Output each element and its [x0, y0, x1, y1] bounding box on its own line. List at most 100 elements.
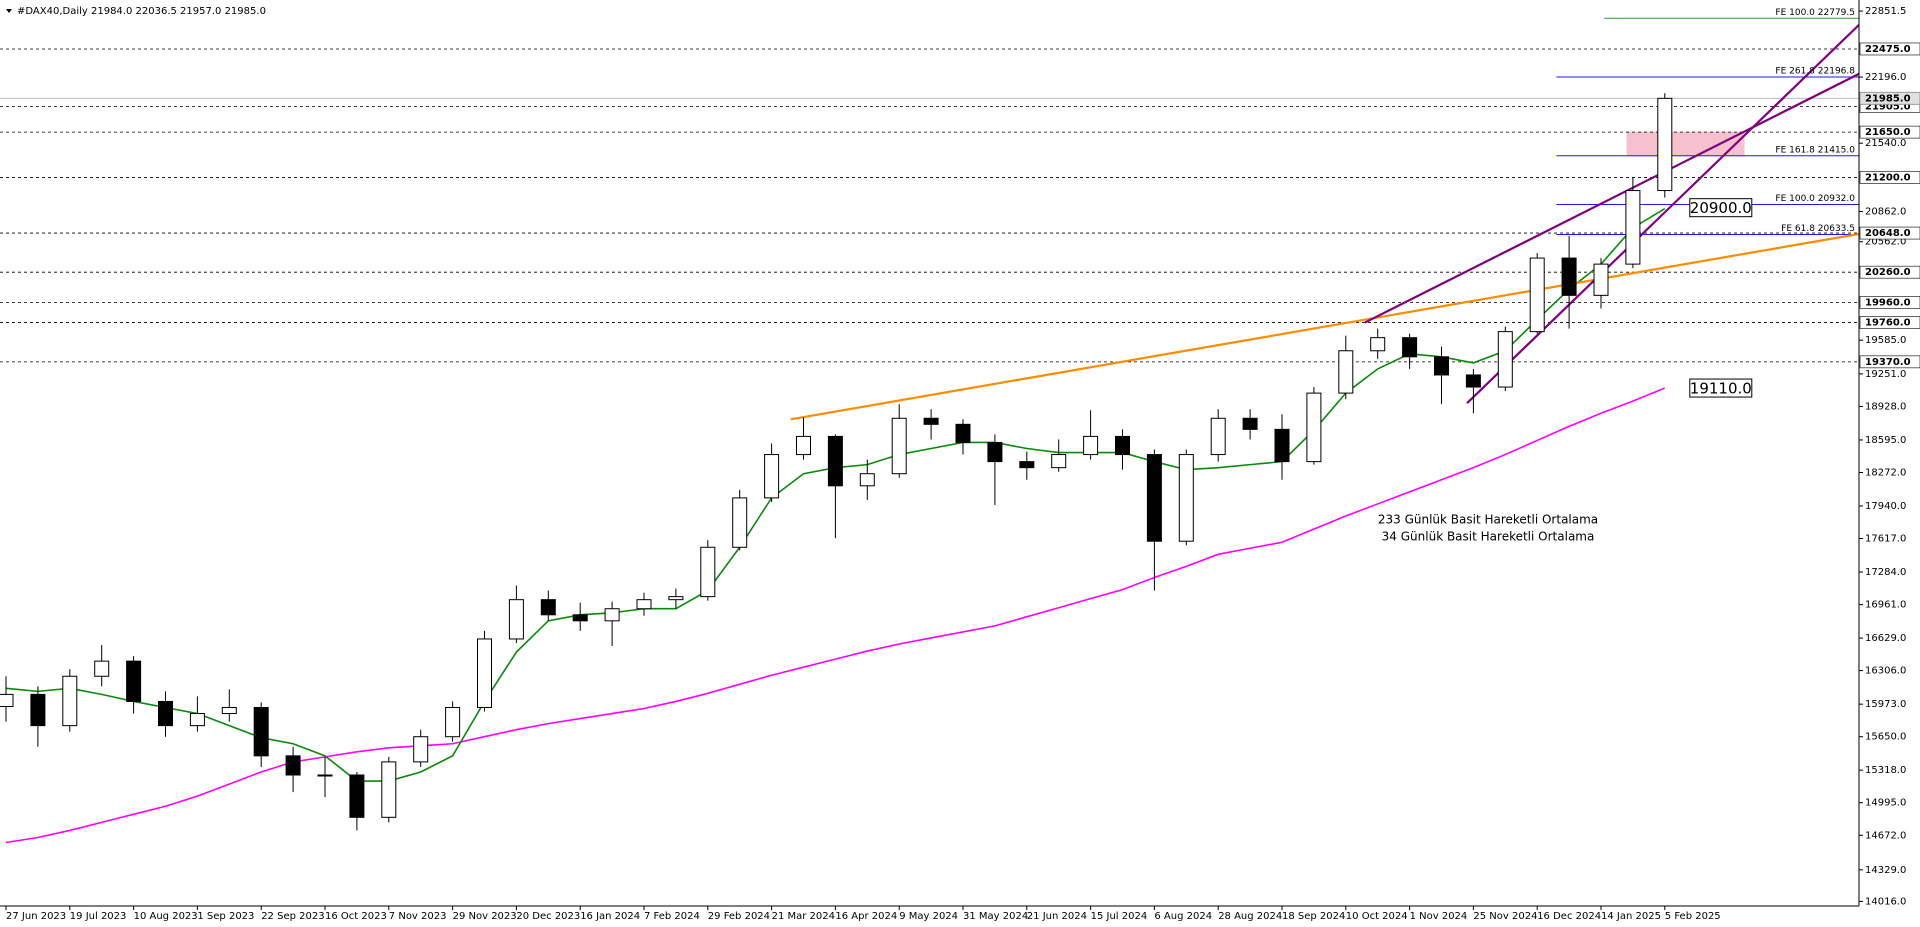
x-tick-label: 10 Aug 2023	[134, 911, 198, 922]
candle-body	[349, 774, 365, 818]
y-tick-label: 14995.0	[1865, 798, 1906, 809]
y-tick-label: 15318.0	[1865, 765, 1906, 776]
candle-body	[285, 755, 301, 776]
candle-body	[1083, 435, 1099, 456]
level-label: 19960.0	[1865, 297, 1911, 308]
trendline	[1364, 72, 1859, 324]
plot-area	[0, 17, 1859, 844]
x-tick-label: 21 Jun 2024	[1027, 911, 1087, 922]
level-label-box	[1859, 125, 1920, 139]
x-tick-label: 22 Sep 2023	[261, 911, 324, 922]
x-tick-label: 21 Mar 2024	[772, 911, 835, 922]
fib-label: FE 61.8 20633.5	[1781, 224, 1855, 234]
y-tick-label: 19585.0	[1865, 335, 1906, 346]
x-tick-label: 10 Oct 2024	[1346, 911, 1408, 922]
candle-body	[1210, 417, 1226, 456]
level-label-box	[1859, 355, 1920, 369]
y-tick-label: 20562.0	[1865, 237, 1906, 248]
annotation-box	[1689, 378, 1753, 398]
candle-body	[1370, 337, 1386, 352]
level-label-box	[1859, 42, 1920, 56]
chart-title: #DAX40,Daily 21984.0 22036.5 21957.0 219…	[17, 6, 266, 17]
candle-body	[0, 693, 14, 707]
candle-body	[62, 675, 78, 727]
x-tick-label: 1 Nov 2024	[1410, 911, 1468, 922]
fib-label: FE 100.0 20932.0	[1775, 194, 1855, 204]
candle-body	[1529, 257, 1545, 333]
y-tick-label: 16961.0	[1865, 600, 1906, 611]
x-tick-label: 18 Sep 2024	[1282, 911, 1345, 922]
candle-body	[126, 660, 142, 702]
fib-label: FE 261.8 22196.8	[1775, 67, 1855, 77]
last-price-label: 21985.0	[1865, 93, 1911, 104]
y-tick-label: 18928.0	[1865, 401, 1906, 412]
x-tick-label: 25 Nov 2024	[1473, 911, 1537, 922]
candle-body	[221, 706, 237, 715]
candle-body	[732, 497, 748, 548]
candle-body	[1051, 454, 1067, 469]
candle-body	[1306, 392, 1322, 463]
x-tick-label: 19 Jul 2023	[70, 911, 127, 922]
x-tick-label: 29 Feb 2024	[708, 911, 770, 922]
level-label: 20260.0	[1865, 267, 1911, 278]
candle-body	[1019, 461, 1035, 469]
candle-body	[636, 599, 652, 610]
y-tick-label: 15973.0	[1865, 699, 1906, 710]
y-tick-label: 17284.0	[1865, 567, 1906, 578]
candle-body	[1274, 428, 1290, 463]
candle-body	[1465, 374, 1481, 388]
candle-body	[1338, 350, 1354, 394]
y-tick-label: 21540.0	[1865, 138, 1906, 149]
legend-entry: 233 Günlük Basit Hareketli Ortalama	[1378, 513, 1598, 527]
last-price-box	[1859, 91, 1920, 105]
candle-body	[413, 736, 429, 763]
candle-body	[1242, 417, 1258, 430]
y-tick-label: 18595.0	[1865, 435, 1906, 446]
candle-body	[1561, 257, 1577, 296]
candle-body	[1146, 454, 1162, 542]
level-label: 21905.0	[1865, 101, 1911, 112]
candle-body	[1497, 331, 1513, 388]
candle-body	[604, 608, 620, 622]
y-tick-label: 14329.0	[1865, 865, 1906, 876]
x-tick-label: 14 Jan 2025	[1601, 911, 1661, 922]
level-label-box	[1859, 316, 1920, 329]
candle-body	[796, 435, 811, 456]
level-label: 20648.0	[1865, 228, 1911, 239]
candle-body	[317, 774, 333, 777]
level-label: 21650.0	[1865, 127, 1911, 138]
candle-body	[955, 423, 971, 443]
y-tick-label: 20862.0	[1865, 207, 1906, 218]
x-tick-label: 6 Aug 2024	[1154, 911, 1212, 922]
candle-body	[1115, 435, 1130, 456]
y-tick-label: 22196.0	[1865, 72, 1906, 83]
level-label: 22475.0	[1865, 44, 1911, 55]
x-tick-label: 28 Aug 2024	[1218, 911, 1282, 922]
moving-average	[5, 387, 1666, 844]
fib-label: FE 161.8 21415.0	[1775, 145, 1855, 155]
y-tick-label: 22851.5	[1865, 6, 1906, 17]
x-tick-label: 15 Jul 2024	[1091, 911, 1148, 922]
y-tick-label: 16306.0	[1865, 666, 1906, 677]
level-label-box	[1859, 265, 1920, 279]
menu-triangle	[6, 9, 12, 13]
candle-body	[891, 417, 907, 475]
candle-body	[253, 706, 269, 757]
candle-body	[1625, 190, 1641, 265]
x-tick-label: 7 Feb 2024	[644, 911, 700, 922]
annotation-label: 20900.0	[1690, 199, 1752, 217]
x-tick-label: 9 May 2024	[899, 911, 958, 922]
level-label: 21200.0	[1865, 172, 1911, 183]
x-tick-label: 7 Nov 2023	[389, 911, 447, 922]
y-tick-label: 17617.0	[1865, 534, 1906, 545]
level-label: 19370.0	[1865, 357, 1911, 368]
y-tick-label: 18272.0	[1865, 467, 1906, 478]
x-tick-label: 1 Sep 2023	[197, 911, 254, 922]
candle-body	[445, 706, 461, 738]
candle-body	[94, 660, 110, 677]
level-label-box	[1859, 296, 1920, 309]
candle-body	[540, 599, 556, 616]
x-tick-label: 27 Jun 2023	[6, 911, 66, 922]
candle-body	[764, 454, 780, 499]
